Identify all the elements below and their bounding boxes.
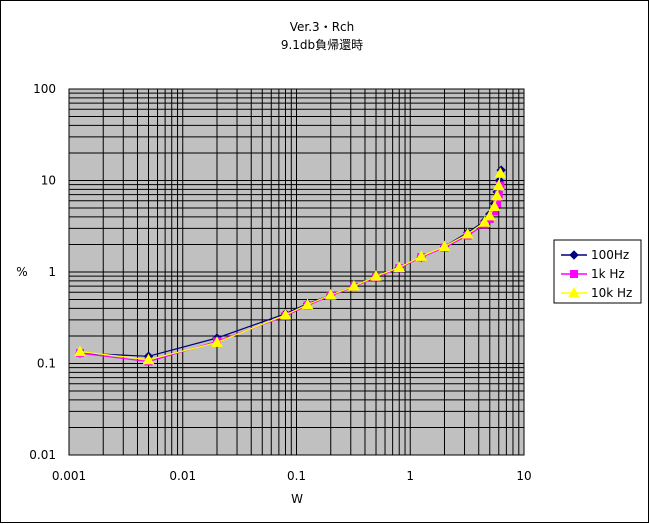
data-point xyxy=(483,209,496,221)
data-point xyxy=(488,200,501,211)
data-point xyxy=(324,289,337,300)
legend: 100Hz 1k Hz 10k Hz xyxy=(553,239,642,304)
data-point xyxy=(142,353,155,365)
x-tick-label: 0.01 xyxy=(169,469,196,483)
series-layer xyxy=(74,165,507,366)
data-point xyxy=(211,336,223,347)
x-tick-label: 10 xyxy=(516,469,531,483)
legend-label: 1k Hz xyxy=(591,267,625,281)
gridlines xyxy=(69,89,524,455)
series-2 xyxy=(74,167,507,365)
x-axis-label: W xyxy=(291,492,303,506)
data-point xyxy=(461,228,474,239)
data-point xyxy=(301,298,314,310)
y-tick-label: 0.01 xyxy=(29,448,56,462)
chart-title: Ver.3・Rch xyxy=(290,20,354,34)
legend-marker xyxy=(570,270,578,278)
tick-labels: 0.001 0.01 0.1 1 10 0.01 0.1 1 10 100 xyxy=(29,82,531,483)
legend-items: 100Hz 1k Hz 10k Hz xyxy=(561,248,632,300)
data-point xyxy=(438,240,451,251)
x-tick-label: 0.001 xyxy=(52,469,86,483)
data-point xyxy=(492,179,505,191)
legend-label: 10k Hz xyxy=(591,286,632,300)
legend-marker xyxy=(569,250,579,260)
legend-entry: 1k Hz xyxy=(561,267,625,281)
legend-entry: 100Hz xyxy=(561,248,629,262)
chart-subtitle: 9.1db負帰還時 xyxy=(281,38,363,52)
y-tick-label: 10 xyxy=(41,174,56,188)
x-tick-label: 1 xyxy=(406,469,414,483)
data-point xyxy=(370,270,382,281)
data-point xyxy=(279,308,292,320)
data-point xyxy=(74,345,86,357)
data-point xyxy=(393,261,406,272)
x-tick-label: 0.1 xyxy=(287,469,306,483)
data-point xyxy=(494,167,507,178)
data-point xyxy=(348,280,360,291)
y-tick-label: 1 xyxy=(48,265,56,279)
y-axis-label: % xyxy=(16,265,27,279)
legend-marker xyxy=(568,286,580,298)
plot-border xyxy=(68,88,525,456)
data-point xyxy=(491,189,503,201)
data-point xyxy=(478,216,491,227)
data-point xyxy=(415,250,428,261)
y-tick-label: 0.1 xyxy=(37,357,56,371)
legend-label: 100Hz xyxy=(591,248,629,262)
y-tick-label: 100 xyxy=(33,82,56,96)
legend-entry: 10k Hz xyxy=(561,286,632,300)
